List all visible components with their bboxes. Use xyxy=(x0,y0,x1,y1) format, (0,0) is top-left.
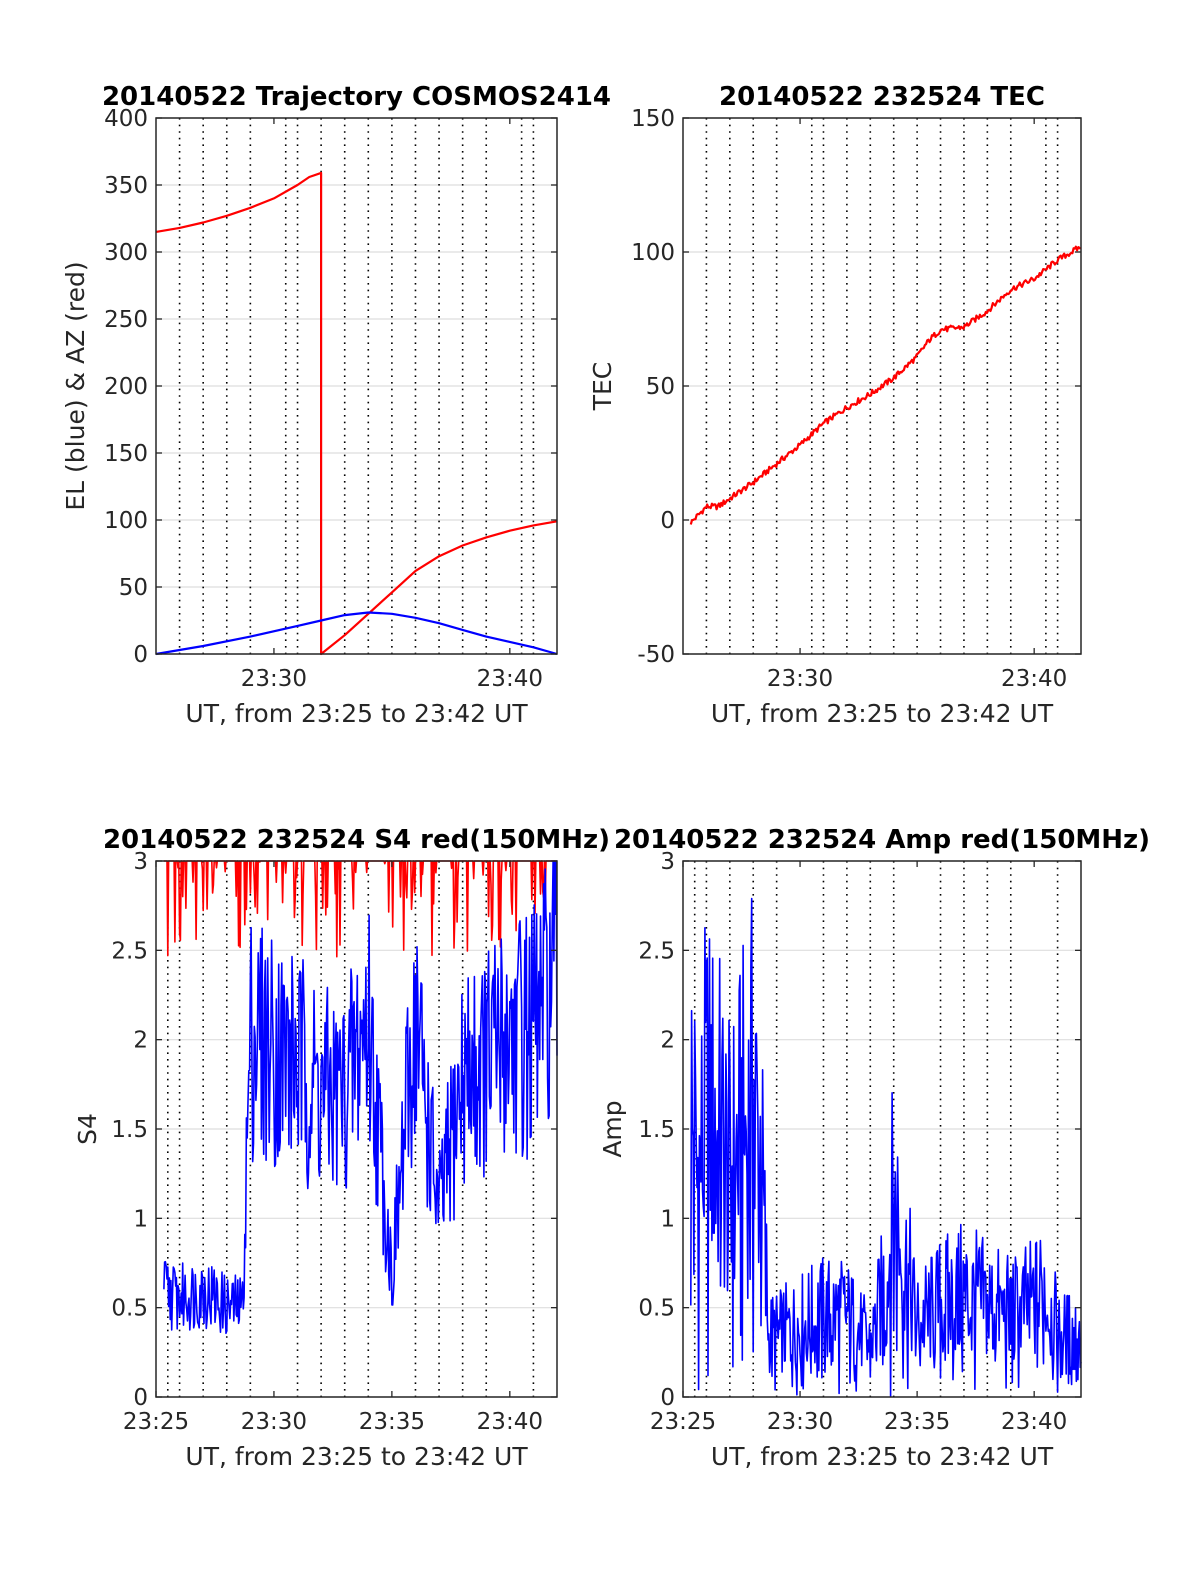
s4-ytick-label: 0.5 xyxy=(111,1296,148,1322)
amp-ytick-label: 3 xyxy=(660,849,675,875)
trajectory-series-1-line xyxy=(155,611,558,656)
tec-ytick-label: 100 xyxy=(631,240,675,266)
trajectory-ytick-label: 150 xyxy=(104,441,148,467)
trajectory-title: 20140522 Trajectory COSMOS2414 xyxy=(102,82,611,112)
tec-y-axis-label: TEC xyxy=(588,362,617,412)
amp-ticks: 0 0.5 1 1.5 2 2.5 3 23:25 23:30 23:35 23:40 xyxy=(638,849,1081,1435)
amp-xtick-label: 23:35 xyxy=(884,1409,950,1435)
trajectory-xtick-label: 23:40 xyxy=(477,666,543,692)
s4-y-axis-label: S4 xyxy=(73,1113,102,1145)
s4-xtick-label: 23:35 xyxy=(359,1409,425,1435)
s4-xtick-label: 23:30 xyxy=(241,1409,307,1435)
amp-plot: 0 0.5 1 1.5 2 2.5 3 23:25 23:30 23:35 23:40 201405… xyxy=(598,825,1150,1471)
trajectory-ytick-label: 350 xyxy=(104,173,148,199)
tec-series xyxy=(689,245,1082,525)
s4-ytick-label: 2.5 xyxy=(111,938,148,964)
s4-plot: 0 0.5 1 1.5 2 2.5 3 23:25 23:30 23:35 23:40 201405… xyxy=(73,825,610,1471)
trajectory-xtick-label: 23:30 xyxy=(241,666,307,692)
amp-y-axis-label: Amp xyxy=(598,1100,627,1157)
amp-series xyxy=(689,897,1082,1398)
s4-ticks: 0 0.5 1 1.5 2 2.5 3 23:25 23:30 23:35 23:40 xyxy=(111,849,557,1435)
amp-x-axis-label: UT, from 23:25 to 23:42 UT xyxy=(711,1442,1054,1471)
trajectory-ytick-label: 200 xyxy=(104,374,148,400)
trajectory-ytick-label: 250 xyxy=(104,307,148,333)
trajectory-ytick-label: 300 xyxy=(104,240,148,266)
tec-xtick-label: 23:40 xyxy=(1001,666,1067,692)
tec-plot: -50 0 50 100 150 23:30 23:40 20140522 232524 T… xyxy=(588,82,1082,728)
amp-ytick-label: 0 xyxy=(660,1385,675,1411)
tec-xtick-label: 23:30 xyxy=(767,666,833,692)
amp-ytick-label: 1 xyxy=(660,1206,675,1232)
trajectory-ticks: 0 50 100 150 200 250 300 350 400 23:30 23:40 xyxy=(104,106,557,692)
tec-ticks: -50 0 50 100 150 23:30 23:40 xyxy=(631,106,1081,692)
amp-xtick-label: 23:30 xyxy=(767,1409,833,1435)
tec-series-0-line xyxy=(689,245,1082,525)
s4-xtick-label: 23:25 xyxy=(123,1409,189,1435)
s4-title: 20140522 232524 S4 red(150MHz) xyxy=(103,825,610,855)
amp-xtick-label: 23:25 xyxy=(650,1409,716,1435)
s4-ytick-label: 1 xyxy=(133,1206,148,1232)
tec-ytick-label: 50 xyxy=(646,374,675,400)
amp-ytick-label: 2 xyxy=(660,1028,675,1054)
amp-series-0-line xyxy=(689,897,1082,1398)
trajectory-series xyxy=(155,171,558,656)
s4-x-axis-label: UT, from 23:25 to 23:42 UT xyxy=(185,1442,528,1471)
trajectory-ytick-label: 50 xyxy=(119,575,148,601)
tec-x-axis-label: UT, from 23:25 to 23:42 UT xyxy=(711,699,1054,728)
trajectory-plot: 0 50 100 150 200 250 300 350 400 23:30 23:40 20140… xyxy=(61,82,611,728)
s4-ytick-label: 3 xyxy=(133,849,148,875)
trajectory-series-0-line xyxy=(155,171,558,656)
amp-ytick-label: 1.5 xyxy=(638,1117,675,1143)
s4-ytick-label: 1.5 xyxy=(111,1117,148,1143)
trajectory-ytick-label: 400 xyxy=(104,106,148,132)
trajectory-ytick-label: 0 xyxy=(133,642,148,668)
trajectory-ytick-label: 100 xyxy=(104,508,148,534)
s4-ytick-label: 2 xyxy=(133,1028,148,1054)
amp-ytick-label: 0.5 xyxy=(638,1296,675,1322)
s4-series-1-line xyxy=(163,860,558,1335)
tec-ytick-label: -50 xyxy=(637,642,675,668)
s4-xtick-label: 23:40 xyxy=(477,1409,543,1435)
trajectory-y-axis-label: EL (blue) & AZ (red) xyxy=(61,261,90,510)
s4-ytick-label: 0 xyxy=(133,1385,148,1411)
amp-xtick-label: 23:40 xyxy=(1001,1409,1067,1435)
trajectory-x-axis-label: UT, from 23:25 to 23:42 UT xyxy=(185,699,528,728)
amp-title: 20140522 232524 Amp red(150MHz) xyxy=(614,825,1150,855)
tec-ytick-label: 150 xyxy=(631,106,675,132)
tec-title: 20140522 232524 TEC xyxy=(719,82,1045,112)
amp-ytick-label: 2.5 xyxy=(638,938,675,964)
tec-ytick-label: 0 xyxy=(660,508,675,534)
